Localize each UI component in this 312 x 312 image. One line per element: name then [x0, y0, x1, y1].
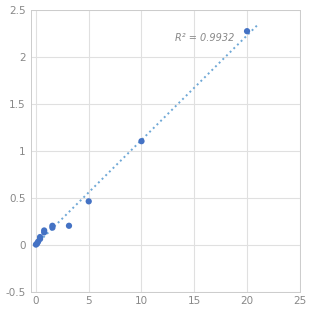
Point — [50, 223, 55, 228]
Point — [50, 225, 55, 230]
Text: R² = 0.9932: R² = 0.9932 — [175, 33, 235, 43]
Point — [245, 29, 250, 34]
Point — [37, 235, 42, 240]
Point — [86, 199, 91, 204]
Point — [35, 241, 40, 246]
Point — [36, 239, 41, 244]
Point — [37, 236, 42, 241]
Point — [139, 139, 144, 144]
Point — [66, 223, 71, 228]
Point — [42, 228, 47, 233]
Point — [42, 230, 47, 235]
Point — [33, 242, 38, 247]
